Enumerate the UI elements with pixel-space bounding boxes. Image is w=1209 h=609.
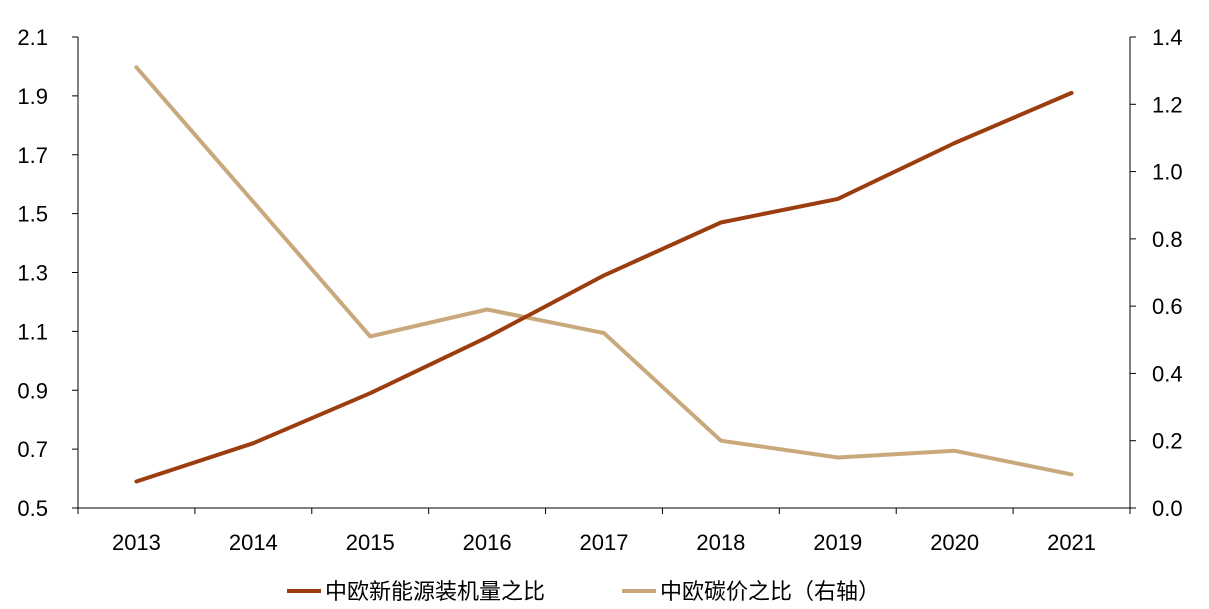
right-tick-label: 0.2 xyxy=(1152,429,1183,454)
left-tick-label: 0.9 xyxy=(17,378,48,403)
left-tick-label: 1.1 xyxy=(17,319,48,344)
right-tick-label: 0.4 xyxy=(1152,361,1183,386)
right-tick-label: 1.2 xyxy=(1152,92,1183,117)
left-tick-label: 0.5 xyxy=(17,496,48,521)
left-axis-ticks: 0.5 0.7 0.9 1.1 1.3 1.5 1.7 1.9 2.1 xyxy=(17,25,78,521)
right-tick-label: 0.8 xyxy=(1152,227,1183,252)
series-lines xyxy=(134,65,1074,484)
left-tick-label: 1.5 xyxy=(17,202,48,227)
left-tick-label: 1.3 xyxy=(17,261,48,286)
right-tick-label: 1.4 xyxy=(1152,25,1183,50)
x-tick-label: 2013 xyxy=(112,530,161,555)
x-tick-label: 2014 xyxy=(229,530,278,555)
x-tick-label: 2015 xyxy=(346,530,395,555)
left-tick-label: 0.7 xyxy=(17,437,48,462)
x-tick-label: 2020 xyxy=(930,530,979,555)
right-tick-label: 0.0 xyxy=(1152,496,1183,521)
right-tick-label: 0.6 xyxy=(1152,294,1183,319)
legend-label-carbon-price: 中欧碳价之比（右轴） xyxy=(660,580,880,605)
left-tick-label: 2.1 xyxy=(17,25,48,50)
x-tick-label: 2019 xyxy=(813,530,862,555)
x-tick-label: 2017 xyxy=(580,530,629,555)
series-line-carbon-price xyxy=(134,65,1074,477)
right-axis-ticks: 0.0 0.2 0.4 0.6 0.8 1.0 1.2 1.4 xyxy=(1130,25,1183,521)
x-tick-label: 2016 xyxy=(463,530,512,555)
axes xyxy=(77,37,1131,509)
right-tick-label: 1.0 xyxy=(1152,160,1183,185)
x-tick-label: 2021 xyxy=(1047,530,1096,555)
x-axis-ticks: 2013 2014 2015 2016 2017 2018 2019 2020 2021 xyxy=(77,508,1131,555)
left-tick-label: 1.7 xyxy=(17,143,48,168)
left-tick-label: 1.9 xyxy=(17,84,48,109)
series-line-installed-capacity xyxy=(134,90,1074,484)
legend: 中欧新能源装机量之比 中欧碳价之比（右轴） xyxy=(287,580,880,605)
x-tick-label: 2018 xyxy=(696,530,745,555)
legend-label-installed-capacity: 中欧新能源装机量之比 xyxy=(325,580,545,605)
